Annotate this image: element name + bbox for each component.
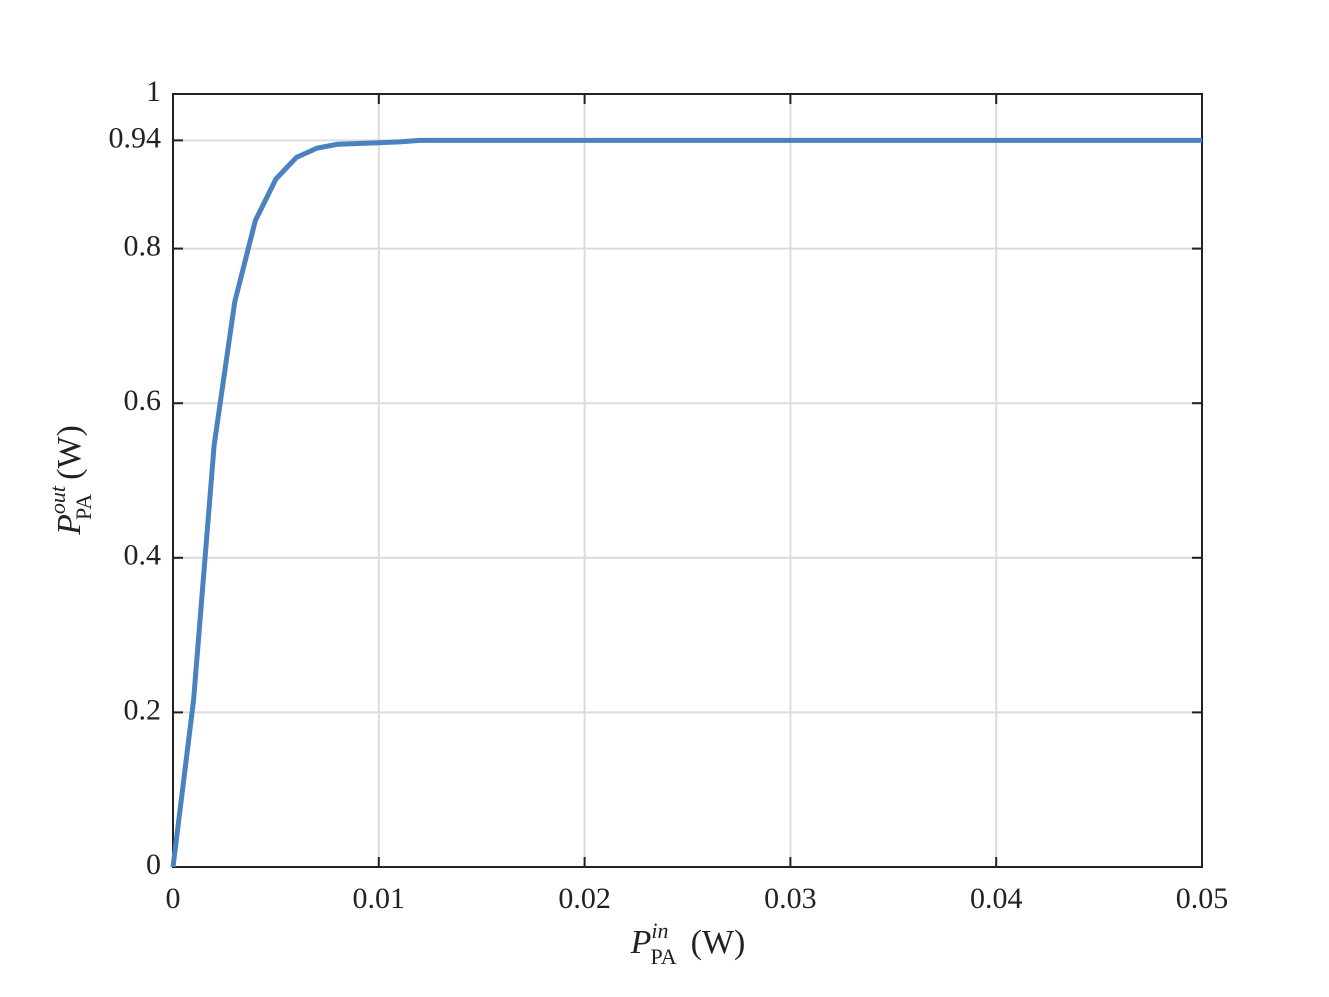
x-tick-label: 0.05 bbox=[1176, 882, 1229, 915]
data-line bbox=[170, 137, 1202, 868]
y-tick-label: 0.2 bbox=[124, 693, 162, 726]
x-label-symbol: P bbox=[630, 924, 652, 961]
x-tick-label: 0.03 bbox=[764, 882, 817, 915]
x-tick-label: 0 bbox=[166, 882, 181, 915]
x-tick-label: 0.04 bbox=[970, 882, 1023, 915]
y-label-unit: (W) bbox=[51, 425, 88, 480]
y-tick-label: 0.4 bbox=[124, 539, 162, 572]
y-axis-label: PoutPA (W) bbox=[45, 425, 96, 536]
x-label-sub: PA bbox=[651, 944, 677, 969]
plot-frame bbox=[172, 93, 1203, 868]
y-tick-label: 0.94 bbox=[109, 121, 162, 154]
y-tick-label: 1 bbox=[146, 75, 161, 108]
x-label-unit: (W) bbox=[691, 924, 746, 961]
y-label-sub: PA bbox=[71, 494, 96, 520]
y-label-symbol: P bbox=[51, 514, 88, 536]
y-tick-label: 0.6 bbox=[124, 384, 162, 417]
y-label-sup: out bbox=[45, 485, 70, 514]
x-axis-label: Pin PA (W) bbox=[630, 918, 746, 969]
x-tick-label: 0.02 bbox=[558, 882, 611, 915]
x-label-sup: in bbox=[651, 918, 668, 943]
y-tick-label: 0.8 bbox=[124, 229, 162, 262]
y-tick-label: 0 bbox=[146, 848, 161, 881]
x-tick-label: 0.01 bbox=[353, 882, 406, 915]
